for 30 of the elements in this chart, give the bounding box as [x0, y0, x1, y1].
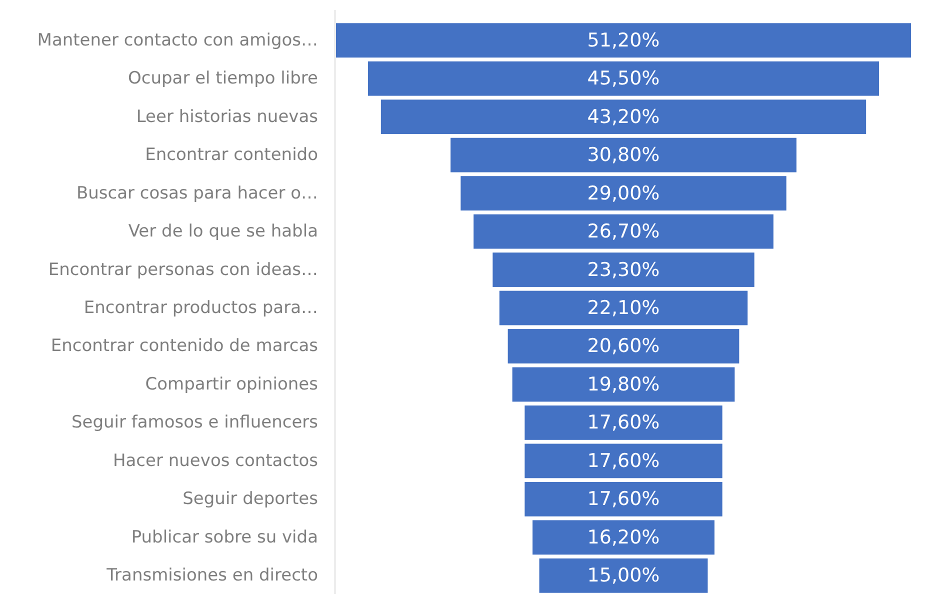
data-label: 15,00% [587, 564, 660, 587]
category-label: Ver de lo que se habla [128, 222, 318, 242]
data-label: 51,20% [587, 29, 660, 52]
category-label: Encontrar contenido [145, 145, 318, 166]
category-label: Hacer nuevos contactos [112, 450, 318, 471]
data-label: 45,50% [587, 68, 660, 90]
category-label: Transmisiones en directo [106, 566, 318, 586]
data-label: 17,60% [587, 488, 660, 510]
category-label: Seguir deportes [182, 489, 318, 510]
category-label: Mantener contacto con amigos… [37, 30, 318, 50]
category-label: Publicar sobre su vida [131, 527, 318, 548]
data-label: 19,80% [587, 373, 660, 396]
data-label: 22,10% [587, 297, 660, 319]
category-label: Encontrar contenido de marcas [50, 336, 318, 356]
data-label: 16,20% [587, 526, 660, 548]
data-label: 30,80% [587, 144, 660, 166]
category-label: Compartir opiniones [145, 374, 318, 394]
data-label: 43,20% [587, 106, 660, 128]
data-label: 17,60% [587, 412, 660, 434]
category-label: Ocupar el tiempo libre [128, 68, 318, 89]
data-label: 20,60% [587, 335, 660, 358]
category-label: Encontrar personas con ideas… [48, 260, 318, 280]
category-label: Leer historias nuevas [136, 106, 318, 127]
category-label: Buscar cosas para hacer o… [76, 183, 318, 204]
data-label: 23,30% [587, 258, 660, 281]
data-label: 29,00% [587, 182, 660, 204]
category-label: Seguir famosos e influencers [71, 412, 318, 433]
data-label: 17,60% [587, 450, 660, 472]
data-label: 26,70% [587, 220, 660, 243]
category-label: Encontrar productos para… [84, 298, 318, 318]
